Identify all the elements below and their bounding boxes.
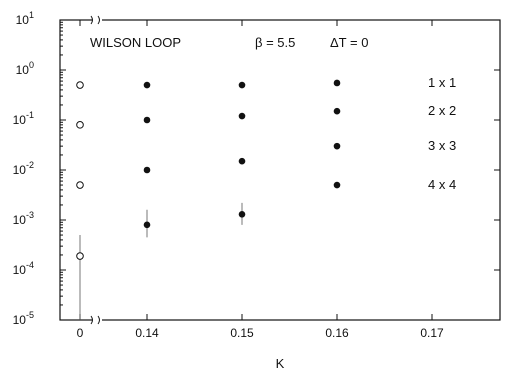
open-circle-point: [76, 252, 84, 260]
y-tick-label: 101: [16, 10, 34, 27]
y-tick-label: 10-5: [13, 310, 34, 327]
error-bars: [79, 202, 243, 320]
filled-circle-point: [143, 116, 151, 124]
annotation-delta-tau: ΔT = 0: [330, 35, 368, 50]
filled-circle-point: [238, 157, 246, 165]
data-points: [76, 79, 341, 260]
x-tick-label: 0: [77, 326, 84, 340]
axis-break-top: [90, 15, 102, 25]
filled-circle-point: [238, 211, 246, 218]
x-tick-label: 0.15: [230, 326, 254, 340]
annotation-beta: β = 5.5: [255, 35, 295, 50]
filled-circle-point: [333, 181, 341, 189]
y-tick-label: 10-1: [13, 110, 34, 127]
loop-size-label: 1 x 1: [428, 75, 456, 90]
filled-circle-point: [333, 107, 341, 115]
filled-circle-point: [143, 81, 151, 89]
x-tick-label: 0.16: [325, 326, 349, 340]
x-tick-label: 0.14: [135, 326, 159, 340]
x-axis-title: K: [276, 356, 285, 371]
y-tick-label: 10-2: [13, 160, 34, 177]
loop-size-label: 4 x 4: [428, 177, 456, 192]
plot-frame: [59, 19, 501, 321]
open-circle-point: [76, 81, 84, 89]
filled-circle-point: [143, 221, 151, 229]
legend: 1 x 1 2 x 2 3 x 3 4 x 4: [428, 75, 456, 192]
x-tick-label: 0.17: [420, 326, 444, 340]
y-tick-label: 100: [16, 60, 34, 77]
y-axis-ticks: 101 100 10-1 10-2 10-3 10-4 10-5: [13, 10, 500, 327]
filled-circle-point: [238, 112, 246, 120]
filled-circle-point: [333, 79, 341, 87]
filled-circle-point: [143, 166, 151, 174]
loop-size-label: 3 x 3: [428, 138, 456, 153]
filled-circle-point: [238, 81, 246, 89]
x-axis-ticks: 0 0.14 0.15 0.16 0.17: [77, 20, 444, 340]
open-circle-point: [76, 181, 84, 189]
y-tick-label: 10-3: [13, 210, 34, 227]
axis-break-bottom: [90, 315, 102, 325]
annotation-wilson-loop: WILSON LOOP: [90, 35, 181, 50]
y-tick-label: 10-4: [13, 260, 34, 277]
open-circle-point: [76, 121, 84, 129]
loop-size-label: 2 x 2: [428, 103, 456, 118]
filled-circle-point: [333, 142, 341, 150]
